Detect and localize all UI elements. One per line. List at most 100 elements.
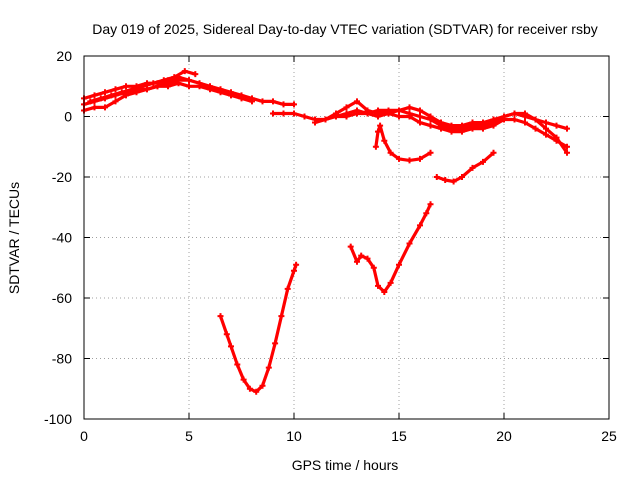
data-point [438,119,444,126]
data-point [87,98,94,105]
data-point [139,83,146,90]
data-point [469,164,476,171]
data-point [333,113,339,120]
data-point [490,149,497,156]
data-point [240,376,247,383]
series-line-dip-14h [349,202,433,294]
data-point [97,95,104,102]
data-point [372,143,379,150]
data-point [112,86,119,93]
data-point [417,107,423,114]
data-point [175,77,182,84]
data-point [181,68,188,75]
data-point [532,125,539,132]
data-point [284,285,291,292]
y-tick-label: 0 [64,109,72,125]
data-point [293,261,300,268]
data-point [381,137,388,144]
x-tick-label: 10 [286,428,302,444]
data-point [450,178,457,185]
data-point [385,110,392,117]
data-point [217,313,224,320]
y-tick-label: 20 [56,48,72,64]
data-point [280,110,287,117]
data-point [112,98,119,105]
data-point [564,125,570,132]
series-layer [81,68,570,395]
data-point [364,255,371,262]
data-point [196,83,203,90]
data-point [427,201,434,208]
data-point [160,77,167,84]
data-point [165,80,171,87]
data-point [564,149,570,156]
data-point [396,155,402,162]
data-point [123,92,129,99]
data-point [406,157,413,164]
data-point [223,331,230,338]
data-point [144,86,150,93]
data-point [375,113,381,120]
data-point [564,143,570,150]
data-point [102,89,108,96]
data-point [427,122,434,129]
data-point [186,83,192,90]
data-point [370,264,377,271]
data-point [228,92,234,99]
y-tick-label: -60 [52,290,72,306]
data-point [265,364,272,371]
data-point [511,110,518,117]
y-axis-label: SDTVAR / TECUs [6,182,22,294]
data-point [417,119,423,126]
data-point [543,125,549,132]
data-point [322,116,329,123]
data-point [469,119,476,126]
data-point [123,83,129,90]
data-point [150,80,157,87]
data-point [278,313,285,320]
data-point [129,86,136,93]
data-point [442,177,449,184]
data-point [270,98,276,105]
data-point [448,128,455,135]
ticks: 0 5 10 15 20 25 -100 -80 -60 -40 -20 0 20 [44,48,617,444]
data-point [396,113,402,120]
data-point [553,134,560,141]
chart-title: Day 019 of 2025, Sidereal Day-to-day VTE… [92,21,598,37]
data-point [91,104,98,111]
data-point [364,110,371,117]
series-line-dip-8h [218,263,298,394]
data-point [469,125,476,132]
x-tick-label: 20 [496,428,512,444]
x-tick-label: 0 [80,428,88,444]
data-point [522,110,528,117]
data-point [423,210,430,217]
data-point [406,104,413,111]
data-point [438,125,444,132]
data-point [358,252,365,259]
data-point [102,104,108,111]
data-point [133,89,140,96]
data-point [406,240,413,247]
x-tick-label: 15 [391,428,407,444]
grid [84,56,609,419]
data-point [417,113,423,120]
data-point [291,110,297,117]
data-point [118,89,125,96]
data-point [259,98,266,105]
data-point [154,83,161,90]
data-point [238,95,245,102]
y-tick-label: -40 [52,230,72,246]
data-point [375,282,381,289]
data-point [108,92,115,99]
data-point [490,116,497,123]
data-point [91,92,98,99]
plot-frame [83,55,610,420]
data-point [427,149,434,156]
data-point [417,155,423,162]
data-point [347,243,354,250]
data-point [406,113,413,120]
data-point [171,74,178,81]
data-point [480,119,486,126]
data-point [459,128,465,135]
